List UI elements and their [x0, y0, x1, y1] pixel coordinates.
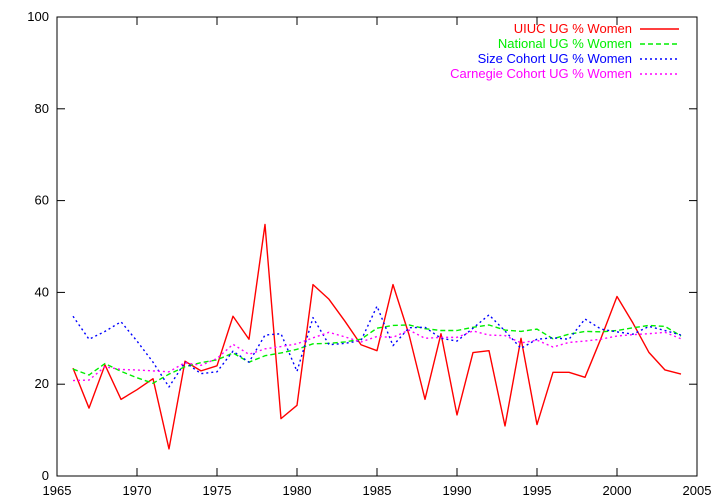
legend-label-3: Size Cohort UG % Women [478, 51, 632, 66]
x-tick-label: 2005 [683, 483, 712, 498]
series-lines [72, 223, 682, 450]
x-axis: 1965 1970 1975 1980 1985 1990 1995 2000 2005 [43, 17, 712, 498]
x-tick-label: 1975 [203, 483, 232, 498]
x-tick-label: 1980 [283, 483, 312, 498]
y-axis: 0 20 40 60 80 100 [27, 9, 697, 483]
y-tick-label: 20 [35, 376, 49, 391]
x-tick-label: 1990 [443, 483, 472, 498]
y-tick-label: 80 [35, 101, 49, 116]
legend-label-2: National UG % Women [498, 36, 632, 51]
series-line-4 [72, 329, 682, 382]
series-line-1 [72, 223, 682, 450]
x-tick-label: 2000 [603, 483, 632, 498]
legend-label-4: Carnegie Cohort UG % Women [450, 66, 632, 81]
y-tick-label: 60 [35, 193, 49, 208]
plot-area-frame [56, 16, 698, 477]
y-tick-label: 100 [27, 9, 49, 24]
x-tick-label: 1985 [363, 483, 392, 498]
x-tick-label: 1995 [523, 483, 552, 498]
series-line-3 [72, 305, 682, 388]
x-tick-label: 1970 [123, 483, 152, 498]
legend-label-1: UIUC UG % Women [514, 21, 632, 36]
x-tick-label: 1965 [43, 483, 72, 498]
y-tick-label: 40 [35, 284, 49, 299]
series-line-2 [72, 324, 682, 384]
y-tick-label: 0 [42, 468, 49, 483]
